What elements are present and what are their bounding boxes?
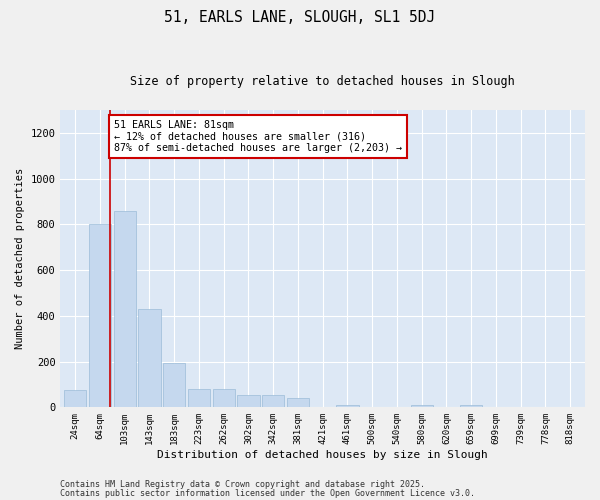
Bar xyxy=(238,395,260,407)
Bar xyxy=(410,405,433,407)
X-axis label: Distribution of detached houses by size in Slough: Distribution of detached houses by size … xyxy=(157,450,488,460)
Text: Contains public sector information licensed under the Open Government Licence v3: Contains public sector information licen… xyxy=(60,489,475,498)
Y-axis label: Number of detached properties: Number of detached properties xyxy=(15,168,25,350)
Bar xyxy=(64,390,86,407)
Text: 51 EARLS LANE: 81sqm
← 12% of detached houses are smaller (316)
87% of semi-deta: 51 EARLS LANE: 81sqm ← 12% of detached h… xyxy=(114,120,402,154)
Text: 51, EARLS LANE, SLOUGH, SL1 5DJ: 51, EARLS LANE, SLOUGH, SL1 5DJ xyxy=(164,10,436,25)
Bar xyxy=(113,210,136,408)
Title: Size of property relative to detached houses in Slough: Size of property relative to detached ho… xyxy=(130,75,515,88)
Bar xyxy=(212,389,235,407)
Bar xyxy=(287,398,309,407)
Bar xyxy=(139,309,161,408)
Bar xyxy=(460,405,482,407)
Bar xyxy=(262,395,284,407)
Text: Contains HM Land Registry data © Crown copyright and database right 2025.: Contains HM Land Registry data © Crown c… xyxy=(60,480,425,489)
Bar xyxy=(89,224,111,408)
Bar xyxy=(188,389,210,407)
Bar xyxy=(163,362,185,408)
Bar xyxy=(337,405,359,407)
